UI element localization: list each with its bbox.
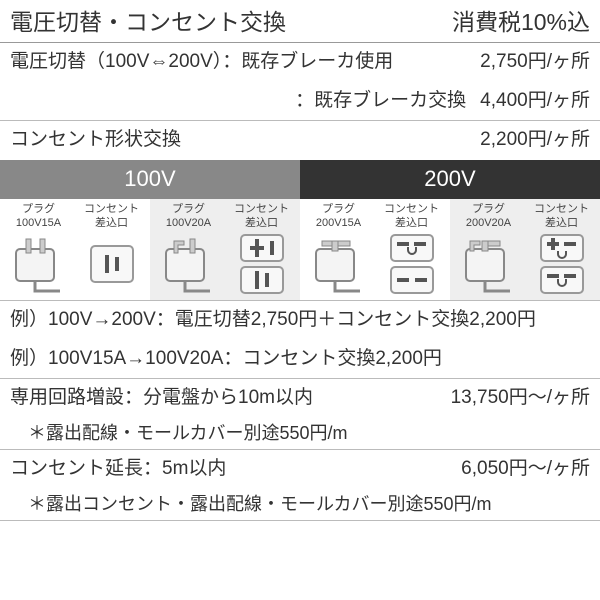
plug-cell-100v15a: プラグ100V15A コンセント 差込口 (0, 199, 150, 301)
extension-note: ＊露出コンセント・露出配線・モールカバー別途550円/m (0, 489, 600, 521)
outlet-label: コンセント 差込口 (525, 203, 598, 231)
example-1: 例）100V15A→100V20A：コンセント交換2,200円 (0, 340, 600, 380)
plug-icon (159, 234, 219, 294)
plug-label: プラグ200V20A (452, 203, 525, 231)
example-1-text: 例）100V15A→100V20A：コンセント交換2,200円 (10, 346, 442, 373)
outlet-label: コンセント 差込口 (225, 203, 298, 231)
plug-label: プラグ200V15A (302, 203, 375, 231)
example-0-text: 例）100V→200V：電圧切替2,750円＋コンセント交換2,200円 (10, 307, 536, 334)
outlet-swap-label: コンセント形状交換 (10, 127, 480, 154)
extension-price: 6,050円～/ヶ所 (461, 456, 590, 483)
outlet-icon (382, 234, 442, 294)
outlet-icon (532, 234, 592, 294)
plug-label: プラグ100V15A (2, 203, 75, 231)
voltage-row-0-price: 2,750円/ヶ所 (480, 49, 590, 76)
volt-header: 100V 200V (0, 160, 600, 199)
circuit-row: 専用回路増設：分電盤から10m以内 13,750円～/ヶ所 (0, 379, 600, 418)
plug-row: プラグ100V15A コンセント 差込口 プラグ100V20A (0, 199, 600, 302)
plug-icon (9, 234, 69, 294)
volt-100v-header: 100V (0, 160, 300, 199)
voltage-row-1: ：既存ブレーカ交換 4,400円/ヶ所 (0, 82, 600, 122)
header: 電圧切替・コンセント交換 消費税10%込 (0, 0, 600, 43)
title: 電圧切替・コンセント交換 (10, 6, 286, 38)
plug-cell-200v20a: プラグ200V20A コンセント 差込口 (450, 199, 600, 301)
plug-icon (459, 234, 519, 294)
example-0: 例）100V→200V：電圧切替2,750円＋コンセント交換2,200円 (0, 301, 600, 340)
outlet-icon (82, 234, 142, 294)
outlet-label: コンセント 差込口 (75, 203, 148, 231)
circuit-note: ＊露出配線・モールカバー別途550円/m (0, 418, 600, 450)
plug-icon (309, 234, 369, 294)
outlet-swap-price: 2,200円/ヶ所 (480, 127, 590, 154)
pricing-table: 電圧切替・コンセント交換 消費税10%込 電圧切替（100V⇔200V）：既存ブ… (0, 0, 600, 521)
plug-label: プラグ100V20A (152, 203, 225, 231)
voltage-row-1-price: 4,400円/ヶ所 (480, 88, 590, 115)
plug-cell-100v20a: プラグ100V20A コンセント 差込口 (150, 199, 300, 301)
circuit-price: 13,750円～/ヶ所 (451, 385, 590, 412)
tax-note: 消費税10%込 (452, 6, 590, 38)
extension-row: コンセント延長：5m以内 6,050円～/ヶ所 (0, 450, 600, 489)
outlet-label: コンセント 差込口 (375, 203, 448, 231)
voltage-row-0-label: 電圧切替（100V⇔200V）：既存ブレーカ使用 (10, 49, 480, 76)
outlet-swap-row: コンセント形状交換 2,200円/ヶ所 (0, 121, 600, 160)
circuit-label: 専用回路増設：分電盤から10m以内 (10, 385, 451, 412)
extension-label: コンセント延長：5m以内 (10, 456, 461, 483)
plug-cell-200v15a: プラグ200V15A コンセント 差込口 (300, 199, 450, 301)
voltage-row-0: 電圧切替（100V⇔200V）：既存ブレーカ使用 2,750円/ヶ所 (0, 43, 600, 82)
volt-200v-header: 200V (300, 160, 600, 199)
voltage-row-1-label: ：既存ブレーカ交換 (10, 88, 480, 115)
outlet-icon (232, 234, 292, 294)
